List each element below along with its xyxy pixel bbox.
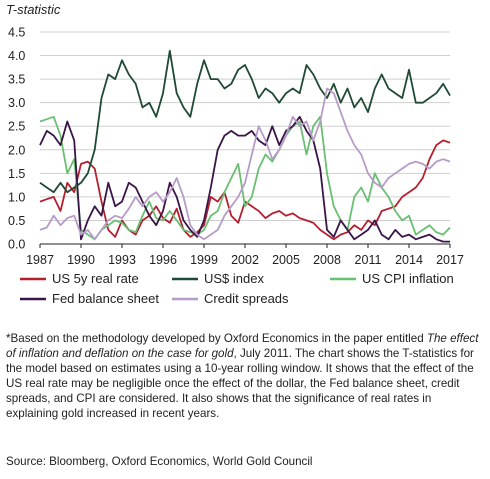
x-tick-1: 1990 xyxy=(67,253,95,267)
source-line: Source: Bloomberg, Oxford Economics, Wor… xyxy=(6,455,313,468)
series-lines xyxy=(39,49,451,243)
legend-label-1: US$ index xyxy=(204,271,264,286)
footnote-text-cont: , July 2011. The chart shows the T-stati… xyxy=(6,347,474,420)
x-tick-5: 2002 xyxy=(231,253,259,267)
series-line-3 xyxy=(39,115,450,243)
x-tick-2: 1993 xyxy=(108,253,136,267)
x-tick-0: 1987 xyxy=(26,253,54,267)
y-tick-8: 4.0 xyxy=(8,49,25,63)
x-tick-7: 2008 xyxy=(313,253,341,267)
y-tick-5: 2.5 xyxy=(8,120,25,134)
x-tick-4: 1999 xyxy=(190,253,218,267)
x-tick-labels: 1987 1990 1993 1996 1999 2002 2005 2008 2011 2014… xyxy=(26,244,464,267)
series-line-4 xyxy=(39,87,451,241)
legend-label-2: US CPI inflation xyxy=(362,271,454,286)
chart: T-statistic 0.0 0.5 1.0 1.5 2.0 2.5 3.0 3.5 4.0 4… xyxy=(6,2,464,306)
footnote-text: *Based on the methodology developed by O… xyxy=(6,332,427,345)
y-tick-7: 3.5 xyxy=(8,73,25,87)
y-tick-0: 0.0 xyxy=(8,238,25,252)
x-tick-3: 1996 xyxy=(149,253,177,267)
y-tick-2: 1.0 xyxy=(8,190,25,204)
x-tick-9: 2014 xyxy=(395,253,423,267)
x-tick-6: 2005 xyxy=(272,253,300,267)
x-tick-10: 2017 xyxy=(436,253,464,267)
gridlines xyxy=(40,31,450,221)
y-tick-9: 4.5 xyxy=(8,26,25,40)
y-tick-3: 1.5 xyxy=(8,167,25,181)
y-tick-6: 3.0 xyxy=(8,96,25,110)
y-tick-4: 2.0 xyxy=(8,143,25,157)
series-line-0 xyxy=(39,139,451,241)
y-axis-label: T-statistic xyxy=(6,2,61,17)
x-tick-8: 2011 xyxy=(355,253,382,267)
legend: US 5y real rate US$ index US CPI inflation… xyxy=(20,271,454,306)
footnote: *Based on the methodology developed by O… xyxy=(6,331,484,421)
y-tick-1: 0.5 xyxy=(8,214,25,228)
legend-label-4: Credit spreads xyxy=(204,291,289,306)
footnote-paper-title: The effect of inflation and deflation on… xyxy=(6,332,479,360)
legend-label-0: US 5y real rate xyxy=(52,271,139,286)
series-line-1 xyxy=(39,49,451,194)
y-tick-labels: 0.0 0.5 1.0 1.5 2.0 2.5 3.0 3.5 4.0 4.5 xyxy=(8,26,25,252)
legend-label-3: Fed balance sheet xyxy=(52,291,159,306)
